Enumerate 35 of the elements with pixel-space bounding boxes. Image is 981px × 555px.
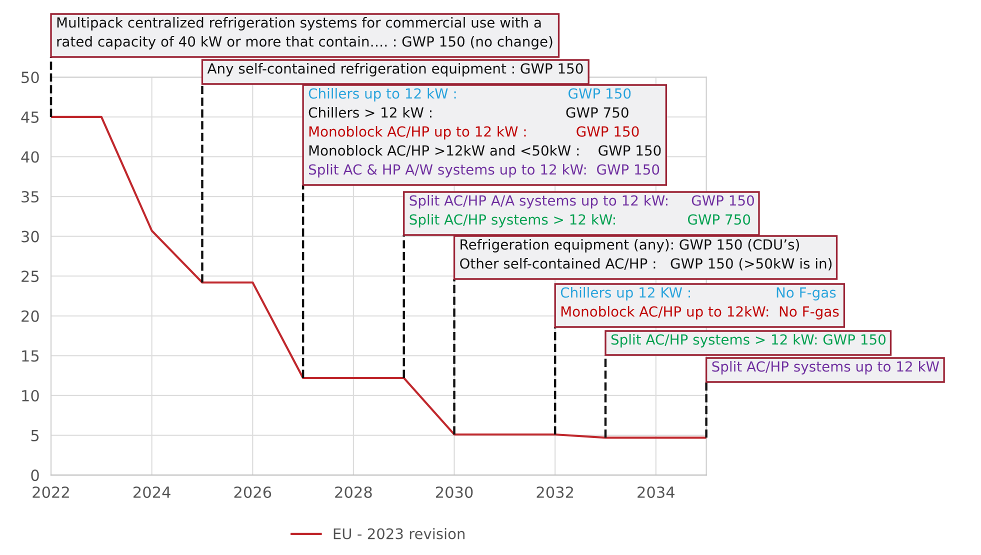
y-tick-label: 0: [31, 470, 39, 482]
y-tick-label: 45: [21, 112, 39, 123]
y-tick-label: 20: [22, 310, 39, 322]
y-tick-label: 15: [22, 350, 39, 362]
annotation: Other self-contained AC/HP : GWP 150 (>50kW is in): [460, 258, 832, 270]
annotation: Split AC/HP systems > 12 kW: GWP 150: [611, 334, 886, 348]
annotation: Refrigeration equipment (any): GWP 150 (CDU’s): [460, 239, 800, 252]
x-tick-label: 2028: [335, 486, 372, 498]
y-tick-label: 25: [22, 270, 39, 282]
y-tick-label: 50: [22, 72, 39, 84]
text: Multipack centralized refrigeration systems for commercial use with a: [57, 17, 541, 30]
annotation: Split AC/HP systems > 12 kW: GWP 750: [410, 214, 750, 228]
annotation: Chillers up 12 KW : No F-gas: [560, 287, 836, 300]
annotation: Split AC/HP A/A systems up to 12 kW: GWP 150: [410, 195, 754, 208]
annotation: Chillers up to 12 kW : GWP 150: [308, 88, 631, 102]
annotation: Split AC & HP A/W systems up to 12 kW: GWP 150: [308, 164, 660, 178]
y-tick-label: 40: [21, 151, 39, 163]
x-tick-label: 2032: [536, 486, 574, 498]
x-tick-label: 2034: [638, 486, 674, 498]
x-tick-label: 2024: [134, 486, 170, 498]
annotation: Monoblock AC/HP up to 12 kW : GWP 150: [309, 126, 639, 140]
x-tick-label: 2022: [32, 486, 69, 498]
y-tick-label: 5: [31, 430, 39, 442]
annotation: Split AC/HP systems up to 12 kW: [712, 361, 940, 374]
annotation: Monoblock AC/HP >12kW and <50kW : GWP 150: [309, 145, 661, 157]
x-tick-label: 2026: [234, 486, 272, 498]
annotation: Any self-contained refrigeration equipment : GWP 150: [207, 63, 583, 76]
x-tick-label: 2030: [436, 486, 473, 498]
y-tick-label: 30: [22, 230, 39, 242]
y-tick-label: 10: [22, 390, 39, 402]
annotation: Monoblock AC/HP up to 12kW: No F-gas: [561, 306, 839, 320]
legend-label: EU - 2023 revision: [334, 528, 464, 540]
annotation: rated capacity of 40 kW or more that contain…. : GWP 150 (no change): [57, 36, 552, 50]
annotation: Chillers > 12 kW : GWP 750: [308, 107, 628, 118]
y-tick-label: 35: [22, 190, 39, 203]
